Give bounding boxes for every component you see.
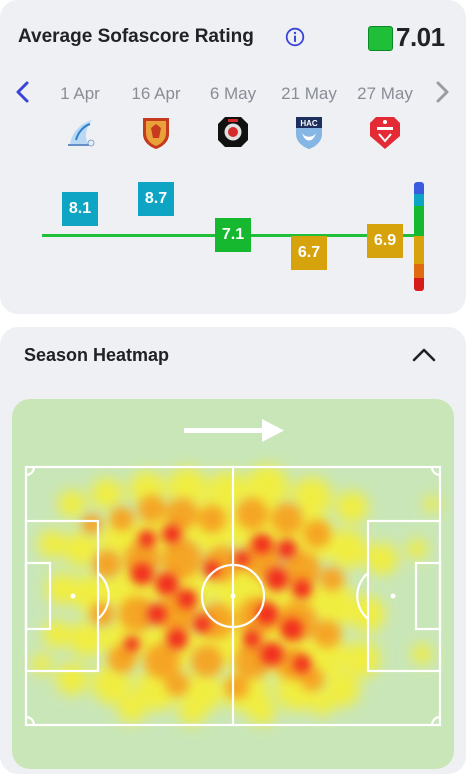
match-date: 1 Apr <box>60 84 100 103</box>
rating-scale-segment <box>414 236 424 264</box>
average-rating-color-box <box>368 26 393 51</box>
rating-scale-segment <box>414 278 424 291</box>
match-date: 21 May <box>281 84 337 103</box>
rating-title: Average Sofascore Rating <box>18 26 254 47</box>
info-icon[interactable] <box>285 27 305 47</box>
match-date: 16 Apr <box>131 84 181 103</box>
team-logo[interactable] <box>138 114 174 150</box>
rating-scale-segment <box>414 206 424 236</box>
rating-badge[interactable]: 6.9 <box>367 224 403 258</box>
heatmap-pitch <box>12 399 454 769</box>
team-logo[interactable]: HAC <box>291 114 327 150</box>
team-logo[interactable] <box>215 114 251 150</box>
match-date: 6 May <box>209 84 257 103</box>
rating-badge[interactable]: 8.7 <box>138 182 174 216</box>
heatmap-title: Season Heatmap <box>24 345 170 365</box>
svg-text:HAC: HAC <box>300 119 318 128</box>
chevron-up-icon[interactable] <box>410 345 438 365</box>
arrow-right-icon <box>184 419 284 442</box>
rating-scale-segment <box>414 264 424 278</box>
heatmap-card: Season Heatmap <box>0 327 466 774</box>
chevron-left-icon[interactable] <box>14 80 32 104</box>
chevron-right-icon[interactable] <box>433 80 451 104</box>
rating-badge[interactable]: 6.7 <box>291 236 327 270</box>
rating-badge[interactable]: 7.1 <box>215 218 251 252</box>
rating-scale-segment <box>414 182 424 194</box>
rating-scale-segment <box>414 194 424 206</box>
rating-badge[interactable]: 8.1 <box>62 192 98 226</box>
average-rating-value: 7.01 <box>396 22 445 52</box>
rating-card: Average Sofascore Rating 7.01 1 Apr 16 A… <box>0 0 466 314</box>
match-date: 27 May <box>357 84 413 103</box>
team-logo[interactable] <box>62 114 98 150</box>
team-logo[interactable] <box>367 114 403 150</box>
